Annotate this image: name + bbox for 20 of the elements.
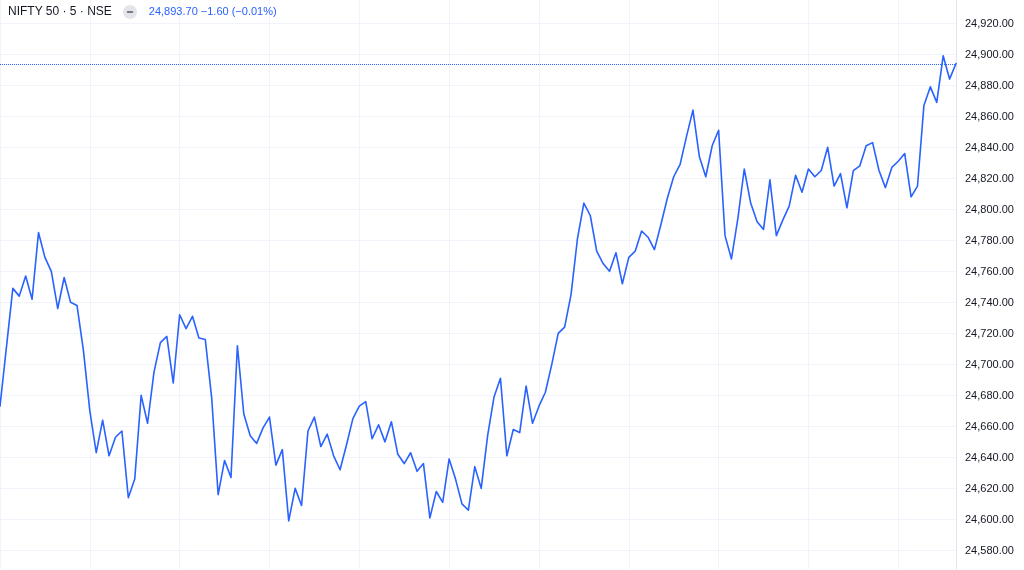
y-tick-label: 24,860.00 [965, 110, 1014, 123]
y-tick-label: 24,640.00 [965, 451, 1014, 464]
y-tick-label: 24,780.00 [965, 234, 1014, 247]
y-tick-label: 24,900.00 [965, 48, 1014, 61]
y-tick-label: 24,880.00 [965, 79, 1014, 92]
y-tick-label: 24,600.00 [965, 513, 1014, 526]
y-tick-label: 24,620.00 [965, 482, 1014, 495]
chart-title: NIFTY 50 · 5 · NSE [8, 3, 112, 20]
y-tick-label: 24,720.00 [965, 327, 1014, 340]
y-tick-label: 24,760.00 [965, 265, 1014, 278]
annotation: 24,893.70 −1.60 (−0.01%) [148, 4, 277, 19]
y-tick-label: 24,920.00 [965, 17, 1014, 30]
y-tick-label: 24,840.00 [965, 141, 1014, 154]
y-tick-label: 24,580.00 [965, 544, 1014, 557]
y-tick-label: 24,800.00 [965, 203, 1014, 216]
y-tick-label: 24,680.00 [965, 389, 1014, 402]
y-tick-label: 24,740.00 [965, 296, 1014, 309]
y-tick-label: 24,820.00 [965, 172, 1014, 185]
y-tick-label: 24,660.00 [965, 420, 1014, 433]
y-tick-label: 24,700.00 [965, 358, 1014, 371]
